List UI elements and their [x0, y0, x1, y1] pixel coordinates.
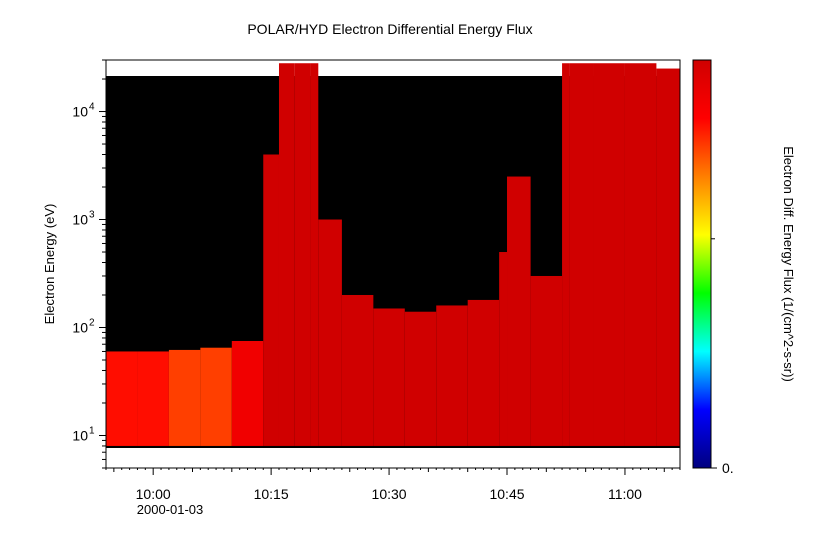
y-tick-label: 10 [72, 427, 88, 443]
chart-title: POLAR/HYD Electron Differential Energy F… [247, 21, 532, 37]
y-axis-label: Electron Energy (eV) [42, 204, 57, 325]
y-tick-exponent: 1 [89, 425, 95, 436]
heatmap-cell [318, 219, 342, 446]
heatmap-cell [278, 63, 295, 446]
y-tick-label: 10 [72, 320, 88, 336]
heatmap-cell [231, 340, 264, 446]
heatmap-cell [656, 68, 680, 446]
x-tick-label: 11:00 [608, 486, 642, 502]
heatmap-cell [593, 63, 625, 446]
heatmap-cell [106, 351, 138, 446]
heatmap-cell [263, 154, 279, 446]
heatmap-cell [200, 347, 232, 446]
y-tick-exponent: 3 [89, 210, 95, 221]
y-tick-exponent: 4 [89, 102, 95, 113]
heatmap-cell [373, 308, 405, 446]
y-tick-label: 10 [72, 212, 88, 228]
heatmap-cell [310, 63, 319, 446]
heatmap-cell [562, 63, 570, 446]
x-tick-label: 10:00 [136, 486, 171, 502]
x-tick-label: 10:45 [489, 486, 524, 502]
heatmap-cell [404, 311, 437, 446]
x-axis: 10:00 10:15 10:30 10:45 11:00 [105, 468, 681, 502]
heatmap-cell [137, 351, 169, 446]
colorbar-axis: 0. [711, 238, 734, 476]
heatmap-cell [467, 299, 500, 446]
heatmap-cell [168, 349, 201, 446]
heatmap-cell [530, 275, 563, 446]
heatmap-cell [294, 63, 311, 446]
heatmap-cell [569, 63, 594, 446]
heatmap-cell [341, 294, 374, 446]
colorbar-label: Electron Diff. Energy Flux (1/(cm^2-s-sr… [781, 146, 796, 382]
y-tick-exponent: 2 [89, 318, 95, 329]
x-tick-label: 10:30 [372, 486, 407, 502]
heatmap-cell [499, 252, 508, 446]
heatmap-cell [436, 305, 468, 446]
heatmap-cell [507, 176, 531, 446]
y-tick-label: 10 [72, 104, 88, 120]
colorbar-tick-label: 0. [722, 460, 734, 476]
plot-frame [105, 59, 681, 469]
date-label: 2000-01-03 [137, 502, 204, 517]
x-tick-label: 10:15 [254, 486, 289, 502]
heatmap-cells [106, 63, 680, 446]
heatmap-cell [624, 63, 657, 446]
colorbar [692, 59, 712, 469]
